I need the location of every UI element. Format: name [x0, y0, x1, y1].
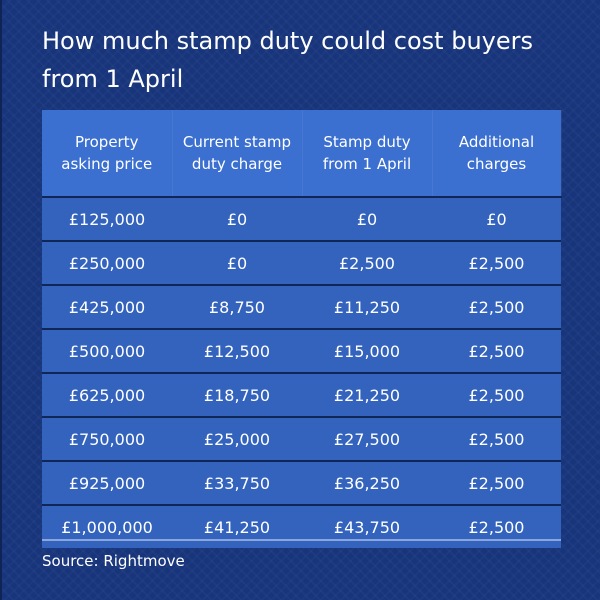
table-row: £925,000 £33,750 £36,250 £2,500 — [42, 460, 561, 505]
table-cell: £2,500 — [432, 416, 561, 461]
table-cell: £250,000 — [42, 240, 172, 285]
table-cell: £2,500 — [302, 240, 432, 285]
table-cell: £21,250 — [302, 372, 432, 417]
table-cell: £25,000 — [172, 416, 302, 461]
table-cell: £8,750 — [172, 284, 302, 329]
table-cell: £2,500 — [432, 284, 561, 329]
table-row: £425,000 £8,750 £11,250 £2,500 — [42, 284, 561, 329]
column-header: Property asking price — [42, 110, 173, 197]
table-cell: £2,500 — [432, 240, 561, 285]
table-row: £250,000 £0 £2,500 £2,500 — [42, 240, 561, 285]
table-row: £1,000,000 £41,250 £43,750 £2,500 — [42, 504, 561, 548]
table-cell: £12,500 — [172, 328, 302, 373]
table-header: Property asking price Current stamp duty… — [42, 110, 562, 197]
table-cell: £33,750 — [172, 460, 302, 505]
table-cell: £18,750 — [172, 372, 302, 417]
table-body: £125,000 £0 £0 £0 £250,000 £0 £2,500 £2,500 £425… — [42, 196, 561, 548]
column-header: Additional charges — [432, 110, 562, 197]
table-cell: £41,250 — [172, 504, 302, 548]
table-cell: £425,000 — [42, 284, 172, 329]
table-cell: £0 — [432, 196, 561, 241]
table-cell: £0 — [172, 240, 302, 285]
table-cell: £11,250 — [302, 284, 432, 329]
table-cell: £27,500 — [302, 416, 432, 461]
table-row: £750,000 £25,000 £27,500 £2,500 — [42, 416, 561, 461]
divider — [42, 539, 561, 541]
table-cell: £0 — [172, 196, 302, 241]
table-cell: £15,000 — [302, 328, 432, 373]
header-row: Property asking price Current stamp duty… — [42, 110, 562, 197]
table-cell: £1,000,000 — [42, 504, 172, 548]
table-cell: £2,500 — [432, 460, 561, 505]
table-cell: £2,500 — [432, 504, 561, 548]
table-cell: £925,000 — [42, 460, 172, 505]
table-cell: £125,000 — [42, 196, 172, 241]
table-row: £125,000 £0 £0 £0 — [42, 196, 561, 241]
table-cell: £625,000 — [42, 372, 172, 417]
chart-title: How much stamp duty could cost buyers fr… — [42, 27, 533, 93]
table-cell: £43,750 — [302, 504, 432, 548]
table-row: £500,000 £12,500 £15,000 £2,500 — [42, 328, 561, 373]
table-cell: £500,000 — [42, 328, 172, 373]
table-cell: £750,000 — [42, 416, 172, 461]
table-cell: £2,500 — [432, 372, 561, 417]
source-note: Source: Rightmove — [42, 552, 185, 570]
table-cell: £36,250 — [302, 460, 432, 505]
table-cell: £0 — [302, 196, 432, 241]
table-row: £625,000 £18,750 £21,250 £2,500 — [42, 372, 561, 417]
column-header: Current stamp duty charge — [172, 110, 303, 197]
table-cell: £2,500 — [432, 328, 561, 373]
stamp-duty-table: Property asking price Current stamp duty… — [42, 110, 562, 548]
column-header: Stamp duty from 1 April — [302, 110, 433, 197]
